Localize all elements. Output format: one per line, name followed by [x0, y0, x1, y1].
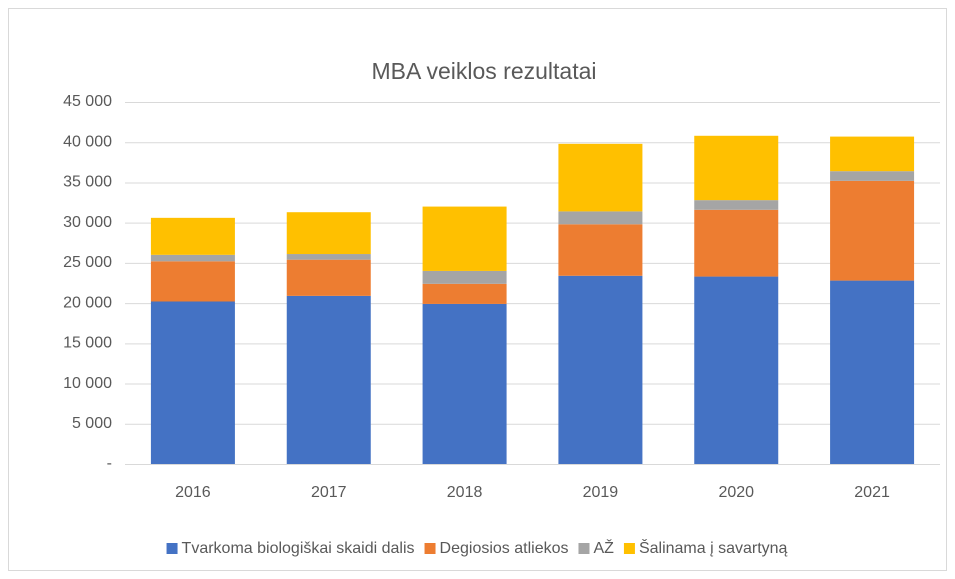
y-tick-label: 10 000	[63, 375, 112, 392]
x-tick-label: 2018	[447, 484, 483, 501]
legend-label: Šalinama į savartyną	[639, 538, 788, 557]
bar-segment	[150, 217, 235, 255]
x-tick-label: 2017	[311, 484, 347, 501]
bar-segment	[558, 211, 643, 225]
legend-swatch	[166, 543, 178, 554]
legend-swatch	[623, 543, 635, 554]
bar-segment	[286, 259, 371, 296]
y-tick-label: 25 000	[63, 254, 112, 271]
y-tick-label: -	[107, 455, 112, 472]
x-tick-label: 2021	[854, 484, 890, 501]
bar-segment	[694, 209, 779, 277]
y-tick-label: 40 000	[63, 133, 112, 150]
legend-label: AŽ	[593, 538, 614, 557]
bar-segment	[422, 206, 507, 271]
y-tick-label: 45 000	[63, 93, 112, 110]
bar-segment	[150, 261, 235, 302]
bar-segment	[558, 143, 643, 212]
x-tick-label: 2020	[718, 484, 754, 501]
x-tick-label: 2016	[175, 484, 211, 501]
bar-segment	[422, 303, 507, 464]
y-tick-label: 30 000	[63, 214, 112, 231]
bar-segment	[558, 275, 643, 464]
bar-segment	[150, 301, 235, 464]
bar-segment	[150, 254, 235, 262]
y-tick-label: 35 000	[63, 174, 112, 191]
y-tick-label: 20 000	[63, 294, 112, 311]
bar-segment	[558, 224, 643, 276]
bar-segment	[830, 180, 915, 281]
bar-segment	[422, 270, 507, 284]
bar-segment	[694, 200, 779, 210]
bar-segment	[694, 276, 779, 464]
bar-segment	[694, 135, 779, 201]
bar-segment	[830, 280, 915, 464]
bar-segment	[422, 283, 507, 304]
legend-swatch	[424, 543, 436, 554]
bar-segment	[286, 254, 371, 260]
chart-title: MBA veiklos rezultatai	[372, 58, 597, 84]
legend-label: Degiosios atliekos	[440, 540, 569, 557]
y-tick-label: 5 000	[72, 415, 112, 432]
legend-label: Tvarkoma biologiškai skaidi dalis	[182, 540, 415, 557]
legend-swatch	[578, 543, 590, 554]
bar-segment	[286, 295, 371, 464]
bar-segment	[830, 171, 915, 181]
y-tick-label: 15 000	[63, 335, 112, 352]
bar-segment	[286, 212, 371, 255]
bar-segment	[830, 136, 915, 172]
x-tick-label: 2019	[583, 484, 619, 501]
